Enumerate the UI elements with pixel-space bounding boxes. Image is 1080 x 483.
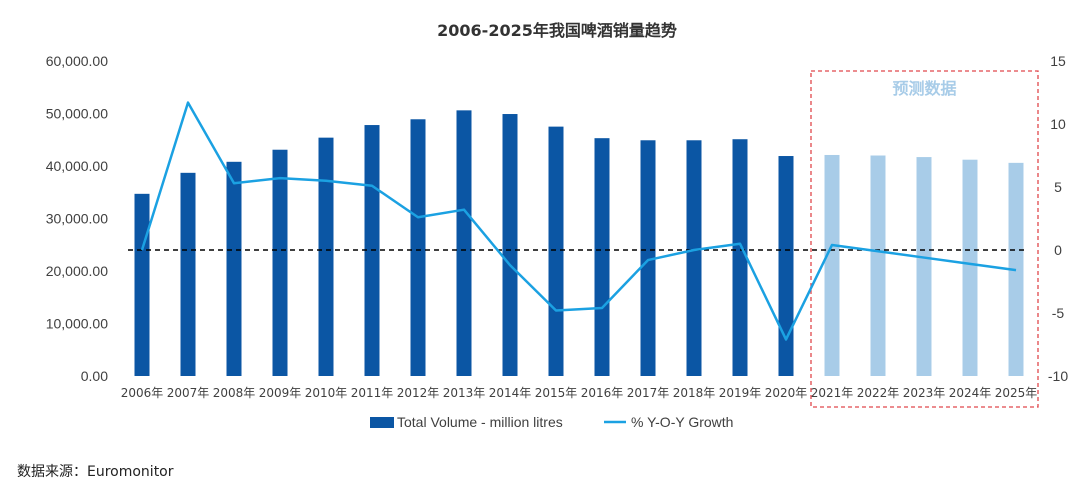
x-tick-label: 2017年: [627, 386, 670, 400]
y-right-tick-label: 10: [1050, 116, 1066, 132]
y-left-tick-label: 50,000.00: [46, 106, 108, 122]
legend-label-volume: Total Volume - million litres: [397, 414, 563, 430]
y-axis-left: 0.00 10,000.00 20,000.00 30,000.00 40,000.00…: [46, 53, 109, 384]
y-left-tick-label: 10,000.00: [46, 316, 108, 332]
bar: [272, 149, 288, 376]
bar: [410, 119, 426, 377]
y-left-tick-label: 60,000.00: [46, 53, 108, 69]
line-series: [140, 101, 1017, 341]
source-note: 数据来源：Euromonitor: [17, 464, 174, 480]
x-tick-label: 2022年: [857, 386, 900, 400]
x-tick-label: 2020年: [765, 386, 808, 400]
x-axis: 2006年 2007年 2008年 2009年 2010年 2011年 2012年 2013年…: [121, 386, 1038, 400]
x-tick-label: 2013年: [443, 386, 486, 400]
legend-label-growth: % Y-O-Y Growth: [631, 414, 733, 430]
bar: [870, 155, 886, 376]
chart-title: 2006-2025年我国啤酒销量趋势: [437, 21, 677, 40]
bar: [226, 161, 242, 376]
y-left-tick-label: 30,000.00: [46, 211, 108, 227]
bar: [640, 140, 656, 376]
bar: [134, 193, 150, 376]
x-tick-label: 2014年: [489, 386, 532, 400]
bar: [180, 172, 196, 376]
x-tick-label: 2010年: [305, 386, 348, 400]
forecast-box: [810, 70, 1039, 408]
bar: [732, 139, 748, 376]
x-tick-label: 2015年: [535, 386, 578, 400]
y-left-tick-label: 40,000.00: [46, 158, 108, 174]
forecast-region: 预测数据: [810, 70, 1039, 408]
bar: [962, 159, 978, 376]
bar: [502, 114, 518, 377]
y-right-tick-label: 0: [1054, 242, 1062, 258]
y-right-tick-label: -10: [1048, 368, 1068, 384]
x-tick-label: 2009年: [259, 386, 302, 400]
y-right-tick-label: 15: [1050, 53, 1066, 69]
bar: [916, 157, 932, 376]
x-tick-label: 2007年: [167, 386, 210, 400]
x-tick-label: 2011年: [351, 386, 394, 400]
y-right-tick-label: -5: [1052, 305, 1065, 321]
x-tick-label: 2018年: [673, 386, 716, 400]
x-tick-label: 2025年: [995, 386, 1038, 400]
bar: [778, 156, 794, 376]
y-left-tick-label: 0.00: [81, 368, 108, 384]
legend-swatch-volume: [370, 417, 394, 428]
legend: Total Volume - million litres % Y-O-Y Gr…: [370, 414, 733, 430]
forecast-label: 预测数据: [892, 79, 956, 98]
growth-line: [140, 101, 1017, 341]
x-tick-label: 2008年: [213, 386, 256, 400]
bar: [456, 110, 472, 376]
y-right-tick-label: 5: [1054, 179, 1062, 195]
bar-series: [134, 110, 1024, 377]
x-tick-label: 2006年: [121, 386, 164, 400]
bar: [594, 138, 610, 376]
bar: [824, 154, 840, 376]
x-tick-label: 2019年: [719, 386, 762, 400]
bar: [318, 137, 334, 376]
x-tick-label: 2016年: [581, 386, 624, 400]
y-axis-right: -10 -5 0 5 10 15: [1048, 53, 1068, 384]
x-tick-label: 2023年: [903, 386, 946, 400]
x-tick-label: 2021年: [811, 386, 854, 400]
y-left-tick-label: 20,000.00: [46, 263, 108, 279]
bar: [686, 140, 702, 376]
x-tick-label: 2024年: [949, 386, 992, 400]
x-tick-label: 2012年: [397, 386, 440, 400]
bar: [548, 126, 564, 376]
